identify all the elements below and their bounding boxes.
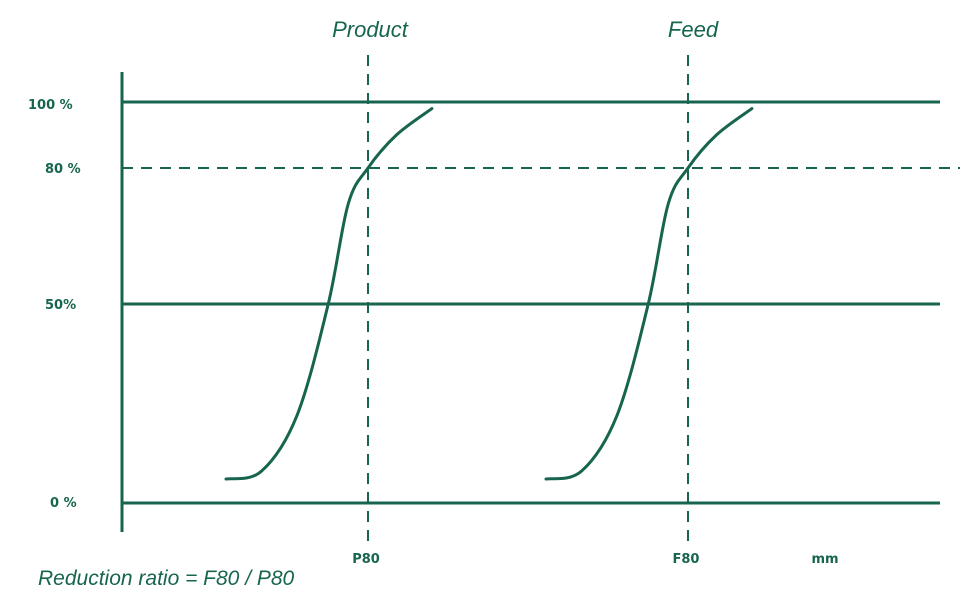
feed-label: Feed [668,17,719,42]
x-tick-label-p80: P80 [352,552,380,567]
x-axis-unit-label: mm [811,552,838,567]
series-line-product [224,107,434,481]
reduction-ratio-formula: Reduction ratio = F80 / P80 [38,567,295,590]
series-line-feed [544,107,754,481]
x-tick-label-f80: F80 [673,552,700,567]
curve-layer [224,107,754,481]
y-tick-label-50: 50% [45,298,76,313]
y-tick-label-80: 80 % [45,162,81,177]
y-tick-label-100: 100 % [28,98,73,113]
grid-layer [120,55,960,542]
y-tick-label-0: 0 % [50,496,77,511]
product-label: Product [332,17,409,42]
